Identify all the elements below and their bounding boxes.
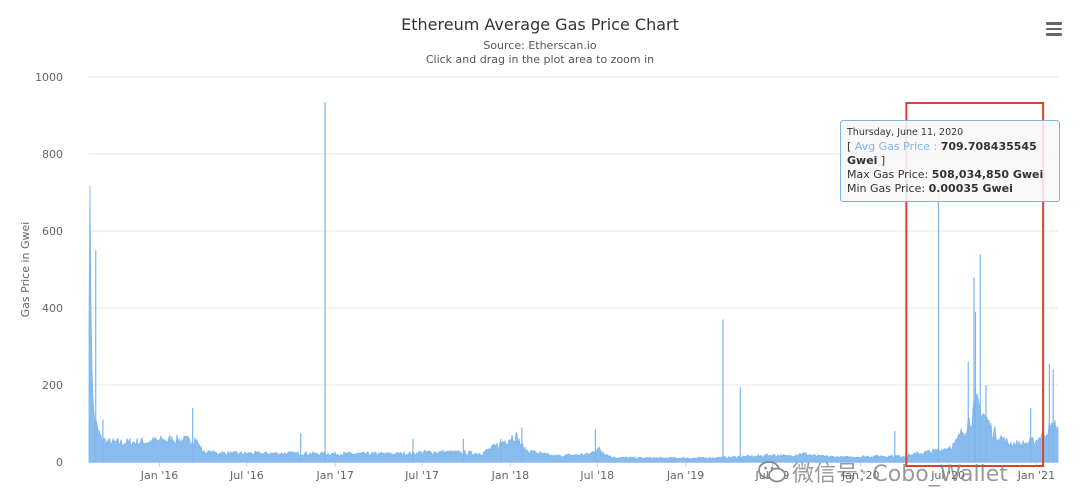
x-tick-label: Jul '16 bbox=[229, 469, 264, 482]
tooltip-avg-row: [ Avg Gas Price : 709.708435545 Gwei ] bbox=[847, 140, 1037, 167]
tooltip-avg-value: 709.708435545 Gwei bbox=[847, 140, 1037, 167]
tooltip-min-value: 0.00035 Gwei bbox=[928, 182, 1013, 195]
y-tick-label: 600 bbox=[42, 225, 63, 238]
wechat-icon bbox=[758, 461, 786, 483]
highlight-box bbox=[905, 102, 1045, 467]
chart-zoom-hint: Click and drag in the plot area to zoom … bbox=[425, 53, 655, 66]
chart-title: Ethereum Average Gas Price Chart bbox=[401, 15, 679, 34]
x-tick-label: Jul '18 bbox=[579, 469, 614, 482]
tooltip-min-row: Min Gas Price: 0.00035 Gwei bbox=[847, 182, 1053, 196]
hamburger-menu-icon[interactable] bbox=[1046, 22, 1062, 36]
chart-tooltip: Thursday, June 11, 2020 [ Avg Gas Price … bbox=[840, 120, 1060, 202]
x-tick-label: Jul '20 bbox=[930, 469, 965, 482]
x-tick-label: Jan '19 bbox=[666, 469, 704, 482]
tooltip-min-label: Min Gas Price: bbox=[847, 182, 926, 195]
tooltip-max-value: 508,034,850 Gwei bbox=[931, 168, 1044, 181]
x-tick-label: Jan '18 bbox=[491, 469, 529, 482]
x-tick-label: Jan '20 bbox=[841, 469, 879, 482]
y-tick-label: 1000 bbox=[35, 71, 63, 84]
x-tick-label: Jan '17 bbox=[315, 469, 353, 482]
tooltip-max-label: Max Gas Price: bbox=[847, 168, 929, 181]
y-tick-label: 200 bbox=[42, 379, 63, 392]
axes: 0 200 400 600 800 1000 Gas Price in Gwei Jan '1… bbox=[19, 71, 1058, 482]
watermark-text: 微信号: Cobo_Wallet bbox=[792, 462, 1008, 487]
y-tick-label: 400 bbox=[42, 302, 63, 315]
x-tick-label: Jan '21 bbox=[1017, 469, 1055, 482]
y-tick-label: 0 bbox=[56, 456, 63, 469]
chart-subtitle: Source: Etherscan.io bbox=[483, 39, 597, 52]
watermark: 微信号: Cobo_Wallet bbox=[758, 456, 1008, 488]
tooltip-date: Thursday, June 11, 2020 bbox=[847, 127, 964, 138]
y-tick-label: 800 bbox=[42, 148, 63, 161]
tooltip-avg-label: Avg Gas Price bbox=[854, 140, 930, 153]
x-tick-label: Jul '17 bbox=[404, 469, 439, 482]
y-axis-title: Gas Price in Gwei bbox=[19, 222, 32, 318]
tooltip-max-row: Max Gas Price: 508,034,850 Gwei bbox=[847, 168, 1053, 182]
x-tick-label: Jan '16 bbox=[140, 469, 178, 482]
series-area bbox=[88, 185, 1059, 463]
